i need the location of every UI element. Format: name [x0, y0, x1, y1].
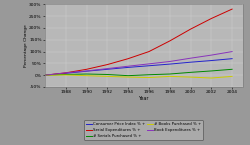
Legend: Consumer Price Index % +, Serial Expenditures % +, # Serials Purchased % +, # Bo: Consumer Price Index % +, Serial Expendi…: [84, 120, 203, 140]
Y-axis label: Percentage Change: Percentage Change: [24, 24, 28, 67]
X-axis label: Year: Year: [138, 96, 149, 101]
